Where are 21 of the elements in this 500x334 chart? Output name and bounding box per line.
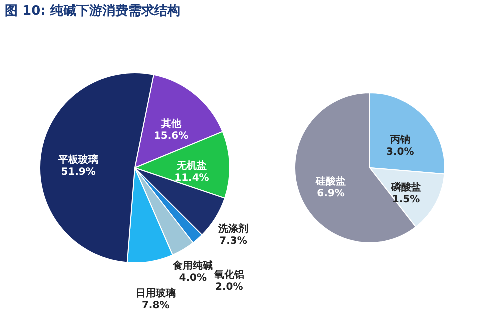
data-label: 2.0% — [215, 282, 244, 293]
slice-label: 无机盐 — [176, 160, 207, 172]
data-label: 15.6% — [154, 131, 189, 142]
slice-label: 磷酸盐 — [390, 182, 422, 194]
slice-label: 洗涤剂 — [218, 223, 249, 236]
slice-label: 平板玻璃 — [58, 154, 99, 166]
data-label: 11.4% — [174, 173, 210, 184]
data-label: 4.0% — [179, 273, 207, 284]
data-label: 3.0% — [386, 147, 414, 158]
data-label: 1.5% — [392, 194, 420, 206]
slice-label: 食用纯碱 — [172, 260, 214, 272]
data-label: 6.9% — [317, 188, 345, 200]
slice-label: 日用玻璃 — [136, 288, 176, 300]
data-label: 51.9% — [61, 167, 96, 178]
slice-label: 丙钠 — [389, 134, 410, 146]
slice-label: 硅酸盐 — [314, 175, 346, 188]
data-label: 7.3% — [220, 236, 248, 248]
slice-label: 氧化铝 — [213, 268, 244, 281]
chart-title: 图 10: 纯碱下游消费需求结构 — [5, 3, 180, 19]
data-label: 7.8% — [142, 300, 170, 312]
slice-label: 其他 — [160, 118, 182, 130]
